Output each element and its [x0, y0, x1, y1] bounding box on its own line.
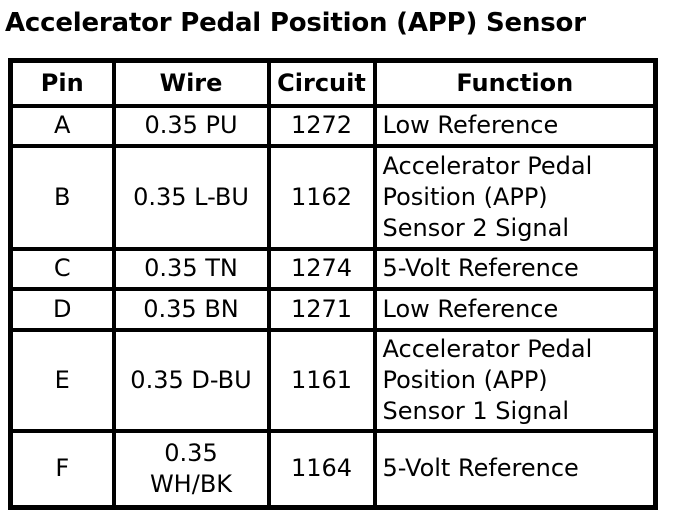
pin-cell: F: [8, 428, 116, 510]
function-value: 5-Volt Reference: [382, 254, 579, 282]
header-pin: Pin: [8, 58, 116, 108]
table-row: F 0.35 WH/BK 1164 5-Volt Reference: [8, 428, 658, 510]
wire-cell: 0.35 L-BU: [111, 143, 271, 251]
wire-cell: 0.35 D-BU: [111, 327, 271, 433]
wire-value: 0.35 D-BU: [130, 365, 252, 394]
function-cell: 5-Volt Reference: [372, 428, 658, 510]
wire-value: 0.35 BN: [143, 294, 239, 323]
pin-cell: E: [8, 327, 116, 433]
pin-cell: D: [8, 286, 116, 332]
header-circuit: Circuit: [266, 58, 377, 108]
wire-cell: 0.35 PU: [111, 103, 271, 148]
header-function: Function: [372, 58, 658, 108]
function-value: 5-Volt Reference: [382, 454, 579, 483]
function-value: Low Reference: [382, 294, 559, 323]
function-cell: Accelerator Pedal Position (APP) Sensor …: [372, 143, 658, 251]
table-row: A 0.35 PU 1272 Low Reference: [8, 103, 658, 148]
circuit-cell: 1162: [266, 143, 377, 251]
function-value: Low Reference: [382, 111, 559, 139]
circuit-cell: 1161: [266, 327, 377, 433]
wire-cell: 0.35 WH/BK: [111, 428, 271, 510]
wire-value: 0.35 PU: [144, 111, 238, 139]
circuit-cell: 1274: [266, 246, 377, 291]
function-cell: Low Reference: [372, 286, 658, 332]
table-row: B 0.35 L-BU 1162 Accelerator Pedal Posit…: [8, 143, 658, 251]
table-row: C 0.35 TN 1274 5-Volt Reference: [8, 246, 658, 291]
wire-value: 0.35 TN: [144, 254, 238, 282]
pin-cell: C: [8, 246, 116, 291]
pinout-table: Pin Wire Circuit Function A 0.35 PU 1272…: [8, 58, 658, 510]
function-cell: Low Reference: [372, 103, 658, 148]
function-value: Accelerator Pedal Position (APP) Sensor …: [382, 151, 593, 242]
header-wire: Wire: [111, 58, 271, 108]
wire-cell: 0.35 TN: [111, 246, 271, 291]
circuit-cell: 1272: [266, 103, 377, 148]
page-title: Accelerator Pedal Position (APP) Sensor: [5, 8, 586, 38]
table-row: E 0.35 D-BU 1161 Accelerator Pedal Posit…: [8, 327, 658, 433]
wire-value: 0.35 L-BU: [133, 182, 249, 211]
circuit-cell: 1164: [266, 428, 377, 510]
pin-cell: A: [8, 103, 116, 148]
wire-value: 0.35 WH/BK: [149, 438, 233, 498]
wire-cell: 0.35 BN: [111, 286, 271, 332]
circuit-cell: 1271: [266, 286, 377, 332]
pin-cell: B: [8, 143, 116, 251]
function-cell: Accelerator Pedal Position (APP) Sensor …: [372, 327, 658, 433]
table-row: D 0.35 BN 1271 Low Reference: [8, 286, 658, 332]
function-value: Accelerator Pedal Position (APP) Sensor …: [382, 334, 593, 425]
function-cell: 5-Volt Reference: [372, 246, 658, 291]
table-header-row: Pin Wire Circuit Function: [8, 58, 658, 108]
